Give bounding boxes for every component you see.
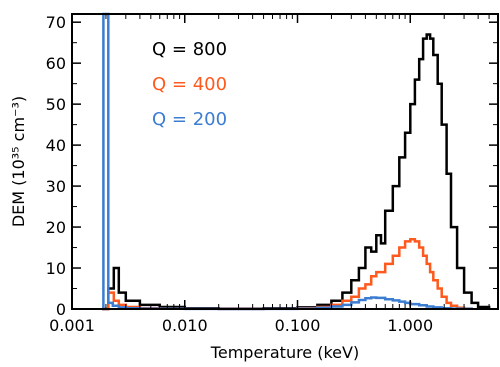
series-line-q-800 [102,33,491,311]
x-tick-label: 0.010 [162,316,208,335]
y-tick-label: 70 [46,13,66,32]
y-tick-label: 60 [46,54,66,73]
y-axis-label: DEM (10³⁵ cm⁻³) [9,96,28,227]
y-tick-label: 50 [46,95,66,114]
legend: Q = 800 Q = 400 Q = 200 [152,39,227,130]
legend-entry: Q = 400 [152,74,227,95]
legend-entry: Q = 800 [152,39,227,60]
plot-frame [71,13,499,310]
axis-tick-labels: 0.001 0.010 0.100 1.000 0 10 20 30 40 50 60 70 [46,13,434,335]
x-tick-label: 0.100 [275,316,321,335]
axis-ticks [71,14,499,310]
x-tick-label: 1.000 [387,316,433,335]
legend-entry: Q = 200 [152,109,227,130]
series-line-q-400 [102,238,473,311]
x-tick-label: 0.001 [49,316,95,335]
y-tick-label: 30 [46,177,66,196]
y-tick-label: 40 [46,136,66,155]
y-tick-label: 20 [46,218,66,237]
y-tick-label: 0 [56,300,66,319]
y-tick-label: 10 [46,259,66,278]
x-axis-label: Temperature (keV) [210,343,359,362]
